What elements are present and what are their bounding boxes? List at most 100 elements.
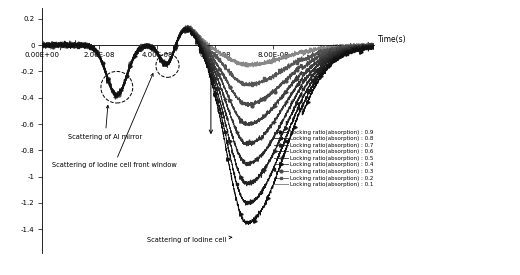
Locking ratio(absorption) : 0.6: (1e-07, -0.0919): 0.6: (1e-07, -0.0919) [329,56,335,59]
Locking ratio(absorption) : 0.8: (0, 0.00206): 0.8: (0, 0.00206) [38,43,45,46]
Locking ratio(absorption) : 0.8: (7.05e-08, -1.22): 0.8: (7.05e-08, -1.22) [242,204,249,207]
Locking ratio(absorption) : 0.9: (1.99e-08, -0.0982): 0.9: (1.99e-08, -0.0982) [96,56,102,60]
Locking ratio(absorption) : 0.6: (5.05e-08, 0.141): 0.6: (5.05e-08, 0.141) [185,25,191,28]
Locking ratio(absorption) : 0.3: (4.91e-08, 0.111): 0.3: (4.91e-08, 0.111) [180,29,187,32]
Locking ratio(absorption) : 0.8: (1.15e-07, -0.0209): 0.8: (1.15e-07, -0.0209) [371,46,378,50]
Locking ratio(absorption) : 0.4: (1.99e-08, -0.0909): 0.4: (1.99e-08, -0.0909) [96,55,102,59]
Locking ratio(absorption) : 0.9: (1e-07, -0.126): 0.9: (1e-07, -0.126) [329,60,335,63]
Locking ratio(absorption) : 0.2: (5.03e-08, 0.139): 0.2: (5.03e-08, 0.139) [184,25,190,28]
Locking ratio(absorption) : 0.9: (1.15e-07, -0.0184): 0.9: (1.15e-07, -0.0184) [371,46,378,49]
Line: Locking ratio(absorption) : 0.9: Locking ratio(absorption) : 0.9 [40,25,376,226]
Locking ratio(absorption) : 0.2: (0, -0.00835): 0.2: (0, -0.00835) [38,45,45,48]
Locking ratio(absorption) : 0.1: (1.31e-08, -0.00328): 0.1: (1.31e-08, -0.00328) [76,44,83,47]
Locking ratio(absorption) : 0.6: (1.15e-07, -0.0155): 0.6: (1.15e-07, -0.0155) [371,45,378,49]
Locking ratio(absorption) : 0.6: (1.13e-07, -0.0236): 0.6: (1.13e-07, -0.0236) [365,46,371,50]
Locking ratio(absorption) : 0.8: (4.41e-08, -0.122): 0.8: (4.41e-08, -0.122) [166,59,172,63]
Text: Time(s): Time(s) [378,35,406,45]
Locking ratio(absorption) : 0.1: (1e-07, -0.0231): 0.1: (1e-07, -0.0231) [329,46,335,50]
Line: Locking ratio(absorption) : 0.5: Locking ratio(absorption) : 0.5 [40,24,376,148]
Locking ratio(absorption) : 0.8: (1.31e-08, 0.0228): 0.8: (1.31e-08, 0.0228) [76,40,83,44]
Locking ratio(absorption) : 0.8: (4.91e-08, 0.118): 0.8: (4.91e-08, 0.118) [180,28,187,31]
Locking ratio(absorption) : 0.5: (4.91e-08, 0.119): 0.5: (4.91e-08, 0.119) [180,28,187,31]
Legend: Locking ratio(absorption) : 0.9, Locking ratio(absorption) : 0.8, Locking ratio(: Locking ratio(absorption) : 0.9, Locking… [273,128,375,188]
Locking ratio(absorption) : 0.2: (1.99e-08, -0.0695): 0.2: (1.99e-08, -0.0695) [96,53,102,56]
Locking ratio(absorption) : 0.4: (7.14e-08, -0.613): 0.4: (7.14e-08, -0.613) [245,124,252,127]
Locking ratio(absorption) : 0.2: (4.91e-08, 0.131): 0.2: (4.91e-08, 0.131) [180,26,187,29]
Locking ratio(absorption) : 0.9: (4.41e-08, -0.137): 0.9: (4.41e-08, -0.137) [166,61,172,65]
Locking ratio(absorption) : 0.7: (5.09e-08, 0.142): 0.7: (5.09e-08, 0.142) [186,25,192,28]
Locking ratio(absorption) : 0.3: (5.16e-08, 0.146): 0.3: (5.16e-08, 0.146) [188,24,194,28]
Text: Scattering of Al mirror: Scattering of Al mirror [68,105,142,139]
Locking ratio(absorption) : 0.6: (1.99e-08, -0.0861): 0.6: (1.99e-08, -0.0861) [96,55,102,58]
Locking ratio(absorption) : 0.5: (1.13e-07, -0.00454): 0.5: (1.13e-07, -0.00454) [365,44,371,47]
Locking ratio(absorption) : 0.2: (1e-07, -0.0392): 0.2: (1e-07, -0.0392) [329,49,335,52]
Locking ratio(absorption) : 0.7: (1e-07, -0.11): 0.7: (1e-07, -0.11) [329,58,335,61]
Line: Locking ratio(absorption) : 0.2: Locking ratio(absorption) : 0.2 [40,25,376,98]
Line: Locking ratio(absorption) : 0.8: Locking ratio(absorption) : 0.8 [40,26,376,207]
Locking ratio(absorption) : 0.6: (1.31e-08, -0.0114): 0.6: (1.31e-08, -0.0114) [76,45,83,48]
Locking ratio(absorption) : 0.9: (4.91e-08, 0.113): 0.9: (4.91e-08, 0.113) [180,29,187,32]
Locking ratio(absorption) : 0.3: (1.15e-07, -0.0043): 0.3: (1.15e-07, -0.0043) [371,44,378,47]
Locking ratio(absorption) : 0.7: (1.13e-07, -0.0098): 0.7: (1.13e-07, -0.0098) [365,45,371,48]
Locking ratio(absorption) : 0.1: (1.15e-07, 0.00612): 0.1: (1.15e-07, 0.00612) [371,43,378,46]
Locking ratio(absorption) : 0.1: (5.03e-08, 0.151): 0.1: (5.03e-08, 0.151) [184,24,190,27]
Locking ratio(absorption) : 0.9: (1.31e-08, 0.00153): 0.9: (1.31e-08, 0.00153) [76,43,83,46]
Line: Locking ratio(absorption) : 0.3: Locking ratio(absorption) : 0.3 [40,24,376,108]
Locking ratio(absorption) : 0.6: (0, 0.000211): 0.6: (0, 0.000211) [38,43,45,47]
Locking ratio(absorption) : 0.7: (1.99e-08, -0.086): 0.7: (1.99e-08, -0.086) [96,55,102,58]
Locking ratio(absorption) : 0.9: (0, 0.00397): 0.9: (0, 0.00397) [38,43,45,46]
Locking ratio(absorption) : 0.1: (0, -0.0125): 0.1: (0, -0.0125) [38,45,45,48]
Locking ratio(absorption) : 0.6: (4.41e-08, -0.134): 0.6: (4.41e-08, -0.134) [166,61,172,64]
Locking ratio(absorption) : 0.8: (1.13e-07, -0.0134): 0.8: (1.13e-07, -0.0134) [365,45,371,48]
Locking ratio(absorption) : 0.1: (2.57e-08, -0.406): 0.1: (2.57e-08, -0.406) [113,97,119,100]
Locking ratio(absorption) : 0.7: (4.91e-08, 0.112): 0.7: (4.91e-08, 0.112) [180,29,187,32]
Locking ratio(absorption) : 0.3: (1.31e-08, 0.00026): 0.3: (1.31e-08, 0.00026) [76,43,83,47]
Locking ratio(absorption) : 0.5: (1e-07, -0.0851): 0.5: (1e-07, -0.0851) [329,55,335,58]
Line: Locking ratio(absorption) : 0.1: Locking ratio(absorption) : 0.1 [42,25,374,98]
Locking ratio(absorption) : 0.2: (4.41e-08, -0.131): 0.2: (4.41e-08, -0.131) [166,61,173,64]
Locking ratio(absorption) : 0.3: (7.13e-08, -0.468): 0.3: (7.13e-08, -0.468) [245,105,251,108]
Locking ratio(absorption) : 0.4: (1.15e-07, -0.0104): 0.4: (1.15e-07, -0.0104) [371,45,378,48]
Locking ratio(absorption) : 0.5: (1.99e-08, -0.0658): 0.5: (1.99e-08, -0.0658) [96,52,102,55]
Locking ratio(absorption) : 0.3: (1e-07, -0.0433): 0.3: (1e-07, -0.0433) [329,49,335,53]
Locking ratio(absorption) : 0.2: (1.15e-07, -0.00145): 0.2: (1.15e-07, -0.00145) [371,44,378,47]
Locking ratio(absorption) : 0.9: (1.13e-07, -0.0173): 0.9: (1.13e-07, -0.0173) [365,46,371,49]
Text: Scattering of Iodine cell: Scattering of Iodine cell [147,236,232,243]
Locking ratio(absorption) : 0.7: (0, -0.006): 0.7: (0, -0.006) [38,44,45,48]
Locking ratio(absorption) : 0.6: (4.91e-08, 0.0987): 0.6: (4.91e-08, 0.0987) [180,31,187,34]
Locking ratio(absorption) : 0.3: (1.13e-07, -0.0117): 0.3: (1.13e-07, -0.0117) [365,45,371,48]
Locking ratio(absorption) : 0.8: (5.03e-08, 0.134): 0.8: (5.03e-08, 0.134) [184,26,190,29]
Locking ratio(absorption) : 0.1: (1.13e-07, 0.0138): 0.1: (1.13e-07, 0.0138) [365,42,371,45]
Locking ratio(absorption) : 0.4: (1e-07, -0.0709): 0.4: (1e-07, -0.0709) [329,53,335,56]
Locking ratio(absorption) : 0.8: (1e-07, -0.121): 0.8: (1e-07, -0.121) [329,59,335,63]
Line: Locking ratio(absorption) : 0.4: Locking ratio(absorption) : 0.4 [40,24,376,128]
Locking ratio(absorption) : 0.8: (1.99e-08, -0.0707): 0.8: (1.99e-08, -0.0707) [96,53,102,56]
Locking ratio(absorption) : 0.4: (5.04e-08, 0.148): 0.4: (5.04e-08, 0.148) [185,24,191,27]
Locking ratio(absorption) : 0.3: (0, -0.00795): 0.3: (0, -0.00795) [38,45,45,48]
Locking ratio(absorption) : 0.2: (1.13e-07, -0.00222): 0.2: (1.13e-07, -0.00222) [365,44,371,47]
Locking ratio(absorption) : 0.7: (1.15e-07, 0.000635): 0.7: (1.15e-07, 0.000635) [371,43,378,47]
Locking ratio(absorption) : 0.5: (7.09e-08, -0.767): 0.5: (7.09e-08, -0.767) [244,144,250,148]
Text: Scattering of Iodine cell front window: Scattering of Iodine cell front window [51,73,176,169]
Locking ratio(absorption) : 0.3: (4.41e-08, -0.105): 0.3: (4.41e-08, -0.105) [166,57,172,60]
Locking ratio(absorption) : 0.7: (7.09e-08, -1.07): 0.7: (7.09e-08, -1.07) [244,184,250,188]
Locking ratio(absorption) : 0.4: (1.31e-08, -0.0173): 0.4: (1.31e-08, -0.0173) [76,46,83,49]
Locking ratio(absorption) : 0.2: (1.31e-08, -0.0016): 0.2: (1.31e-08, -0.0016) [76,44,83,47]
Locking ratio(absorption) : 0.6: (7.09e-08, -0.919): 0.6: (7.09e-08, -0.919) [244,164,250,168]
Locking ratio(absorption) : 0.2: (2.58e-08, -0.394): 0.2: (2.58e-08, -0.394) [113,95,119,99]
Locking ratio(absorption) : 0.7: (4.41e-08, -0.128): 0.7: (4.41e-08, -0.128) [166,60,172,64]
Locking ratio(absorption) : 0.1: (4.91e-08, 0.108): 0.1: (4.91e-08, 0.108) [180,29,187,32]
Locking ratio(absorption) : 0.9: (7.14e-08, -1.36): 0.9: (7.14e-08, -1.36) [245,223,252,226]
Locking ratio(absorption) : 0.4: (4.91e-08, 0.122): 0.4: (4.91e-08, 0.122) [180,28,187,31]
Locking ratio(absorption) : 0.5: (4.41e-08, -0.126): 0.5: (4.41e-08, -0.126) [166,60,172,63]
Line: Locking ratio(absorption) : 0.6: Locking ratio(absorption) : 0.6 [42,27,374,166]
Locking ratio(absorption) : 0.5: (5.1e-08, 0.141): 0.5: (5.1e-08, 0.141) [186,25,192,28]
Line: Locking ratio(absorption) : 0.7: Locking ratio(absorption) : 0.7 [40,25,376,188]
Locking ratio(absorption) : 0.7: (1.31e-08, 0.00844): 0.7: (1.31e-08, 0.00844) [76,42,83,46]
Locking ratio(absorption) : 0.5: (1.31e-08, -0.0106): 0.5: (1.31e-08, -0.0106) [76,45,83,48]
Locking ratio(absorption) : 0.1: (4.41e-08, -0.127): 0.1: (4.41e-08, -0.127) [166,60,173,64]
Locking ratio(absorption) : 0.4: (0, -0.00678): 0.4: (0, -0.00678) [38,44,45,48]
Locking ratio(absorption) : 0.4: (4.41e-08, -0.12): 0.4: (4.41e-08, -0.12) [166,59,172,62]
Locking ratio(absorption) : 0.1: (1.99e-08, -0.0749): 0.1: (1.99e-08, -0.0749) [96,53,102,57]
Locking ratio(absorption) : 0.4: (1.13e-07, -0.00899): 0.4: (1.13e-07, -0.00899) [365,45,371,48]
